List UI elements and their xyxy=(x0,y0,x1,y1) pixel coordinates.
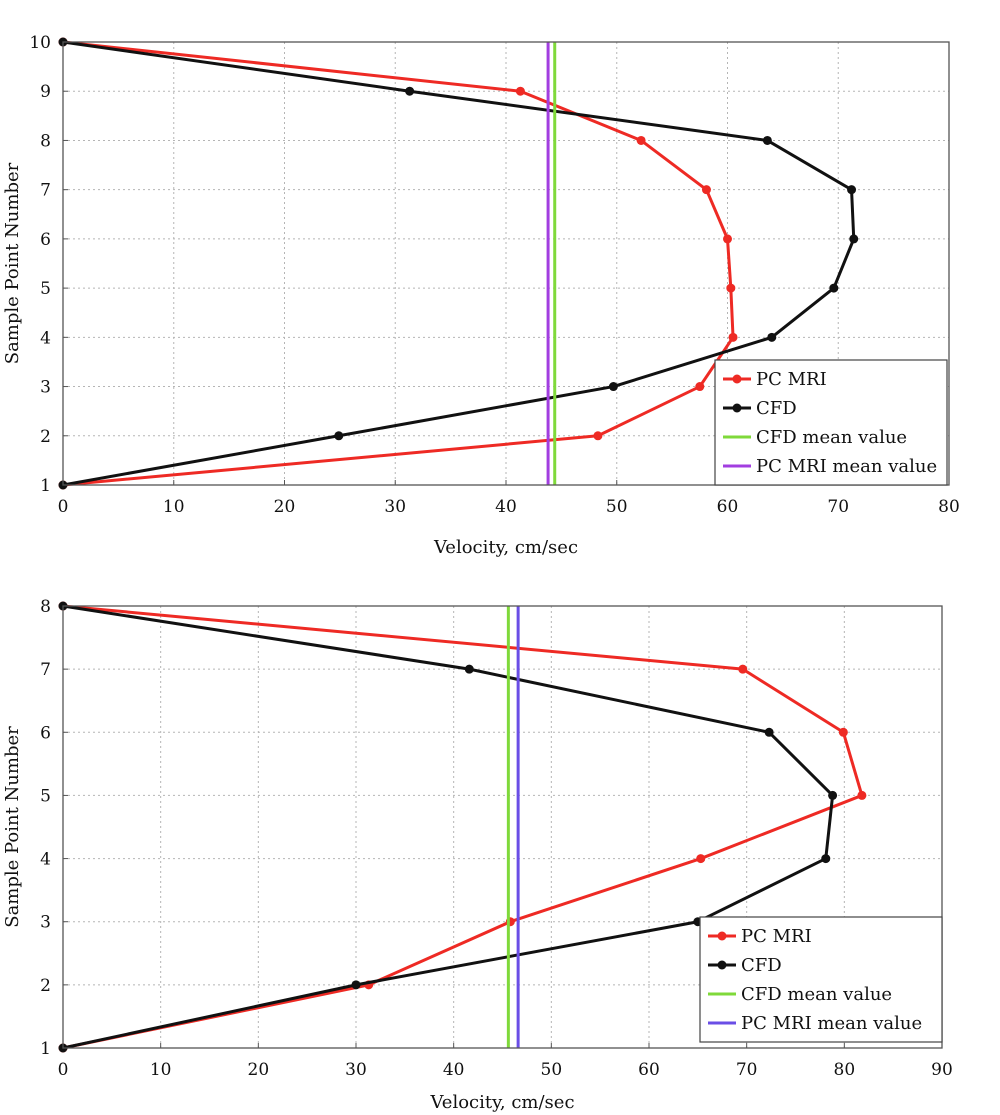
x-tick-label: 50 xyxy=(541,1060,563,1080)
legend-box xyxy=(714,359,948,486)
x-tick-label: 90 xyxy=(931,1060,953,1080)
data-point-pc-mri xyxy=(636,135,646,145)
legend-label: CFD mean value xyxy=(741,984,892,1005)
y-tick-label: 8 xyxy=(40,131,51,151)
data-point-cfd xyxy=(351,980,361,990)
plot-frame xyxy=(62,41,950,486)
data-point-pc-mri xyxy=(857,790,867,800)
data-point-cfd xyxy=(762,135,772,145)
legend-label: PC MRI xyxy=(741,926,812,947)
x-tick-label: 30 xyxy=(345,1060,367,1080)
data-point-pc-mri xyxy=(726,283,736,293)
y-tick-label: 1 xyxy=(40,1039,51,1059)
x-tick-label: 70 xyxy=(827,497,849,517)
data-point-cfd xyxy=(464,664,474,674)
y-tick-label: 7 xyxy=(40,660,51,680)
data-point-cfd xyxy=(608,382,618,392)
y-tick-label: 10 xyxy=(29,33,51,53)
legend-label: CFD xyxy=(756,398,797,419)
legend-box xyxy=(699,916,943,1043)
x-tick-label: 80 xyxy=(834,1060,856,1080)
series-line-pc-mri xyxy=(62,604,864,1050)
x-axis-label: Velocity, cm/sec xyxy=(433,537,578,558)
data-point-cfd xyxy=(849,234,859,244)
legend: PC MRI CFD CFD mean value PC MRI mean value xyxy=(714,359,948,486)
x-tick-label: 0 xyxy=(58,1060,69,1080)
x-tick-label: 70 xyxy=(736,1060,758,1080)
data-point-cfd xyxy=(829,283,839,293)
x-tick-label: 60 xyxy=(717,497,739,517)
data-point-pc-mri xyxy=(738,664,748,674)
y-tick-label: 5 xyxy=(40,279,51,299)
y-axis-label: Sample Point Number xyxy=(2,726,23,928)
y-tick-label: 7 xyxy=(40,181,51,201)
y-tick-label: 1 xyxy=(40,476,51,496)
x-tick-label: 20 xyxy=(248,1060,270,1080)
data-point-pc-mri xyxy=(723,234,732,244)
x-tick-label: 80 xyxy=(938,497,960,517)
data-point-pc-mri xyxy=(593,431,603,441)
x-tick-label: 10 xyxy=(163,497,185,517)
data-point-pc-mri xyxy=(696,854,706,864)
data-point-cfd xyxy=(847,185,857,195)
chart-panel-1: 0 10 20 30 40 50 60 70 80 1 2 3 4 5 6 7 8 9 10 Velocity, cm… xyxy=(2,33,960,558)
x-tick-label: 50 xyxy=(606,497,628,517)
chart-panel-2: 0 10 20 30 40 50 60 70 80 90 1 2 3 4 5 6 7 8 Velocity, cm/… xyxy=(2,597,953,1113)
plot-frame xyxy=(62,605,943,1049)
y-tick-label: 2 xyxy=(40,976,51,996)
y-tick-label: 4 xyxy=(40,328,51,348)
data-point-cfd xyxy=(828,790,838,800)
data-point-cfd xyxy=(764,727,774,737)
x-tick-label: 40 xyxy=(495,497,517,517)
legend-marker xyxy=(717,931,727,941)
legend-label: CFD xyxy=(741,955,782,976)
x-tick-label: 0 xyxy=(58,497,69,517)
legend: PC MRI CFD CFD mean value PC MRI mean value xyxy=(699,916,943,1043)
data-point-pc-mri xyxy=(728,332,738,342)
y-axis-label: Sample Point Number xyxy=(2,162,23,364)
data-point-pc-mri xyxy=(515,86,525,96)
x-tick-label: 60 xyxy=(638,1060,660,1080)
legend-marker xyxy=(732,403,742,413)
x-tick-label: 30 xyxy=(384,497,406,517)
y-tick-label: 5 xyxy=(40,786,51,806)
legend-marker xyxy=(717,960,727,970)
data-point-cfd xyxy=(405,86,415,96)
legend-label: PC MRI mean value xyxy=(756,456,937,477)
x-axis-label: Velocity, cm/sec xyxy=(429,1092,574,1113)
data-point-cfd xyxy=(767,332,777,342)
x-tick-label: 10 xyxy=(150,1060,172,1080)
y-tick-label: 4 xyxy=(40,850,51,870)
data-point-cfd xyxy=(821,854,831,864)
y-tick-label: 6 xyxy=(40,230,51,250)
legend-label: PC MRI xyxy=(756,369,827,390)
y-tick-label: 8 xyxy=(40,597,51,617)
y-tick-label: 6 xyxy=(40,723,51,743)
data-point-pc-mri xyxy=(695,382,705,392)
series-line-cfd xyxy=(62,40,856,487)
y-tick-label: 3 xyxy=(40,913,51,933)
legend-label: PC MRI mean value xyxy=(741,1013,922,1034)
x-tick-label: 40 xyxy=(443,1060,465,1080)
y-tick-label: 3 xyxy=(40,378,51,398)
y-tick-label: 2 xyxy=(40,427,51,447)
legend-marker xyxy=(732,374,742,384)
data-point-cfd xyxy=(334,431,344,441)
x-tick-label: 20 xyxy=(274,497,296,517)
data-point-pc-mri xyxy=(838,727,848,737)
legend-label: CFD mean value xyxy=(756,427,907,448)
data-point-pc-mri xyxy=(701,185,711,195)
y-tick-label: 9 xyxy=(40,82,51,102)
